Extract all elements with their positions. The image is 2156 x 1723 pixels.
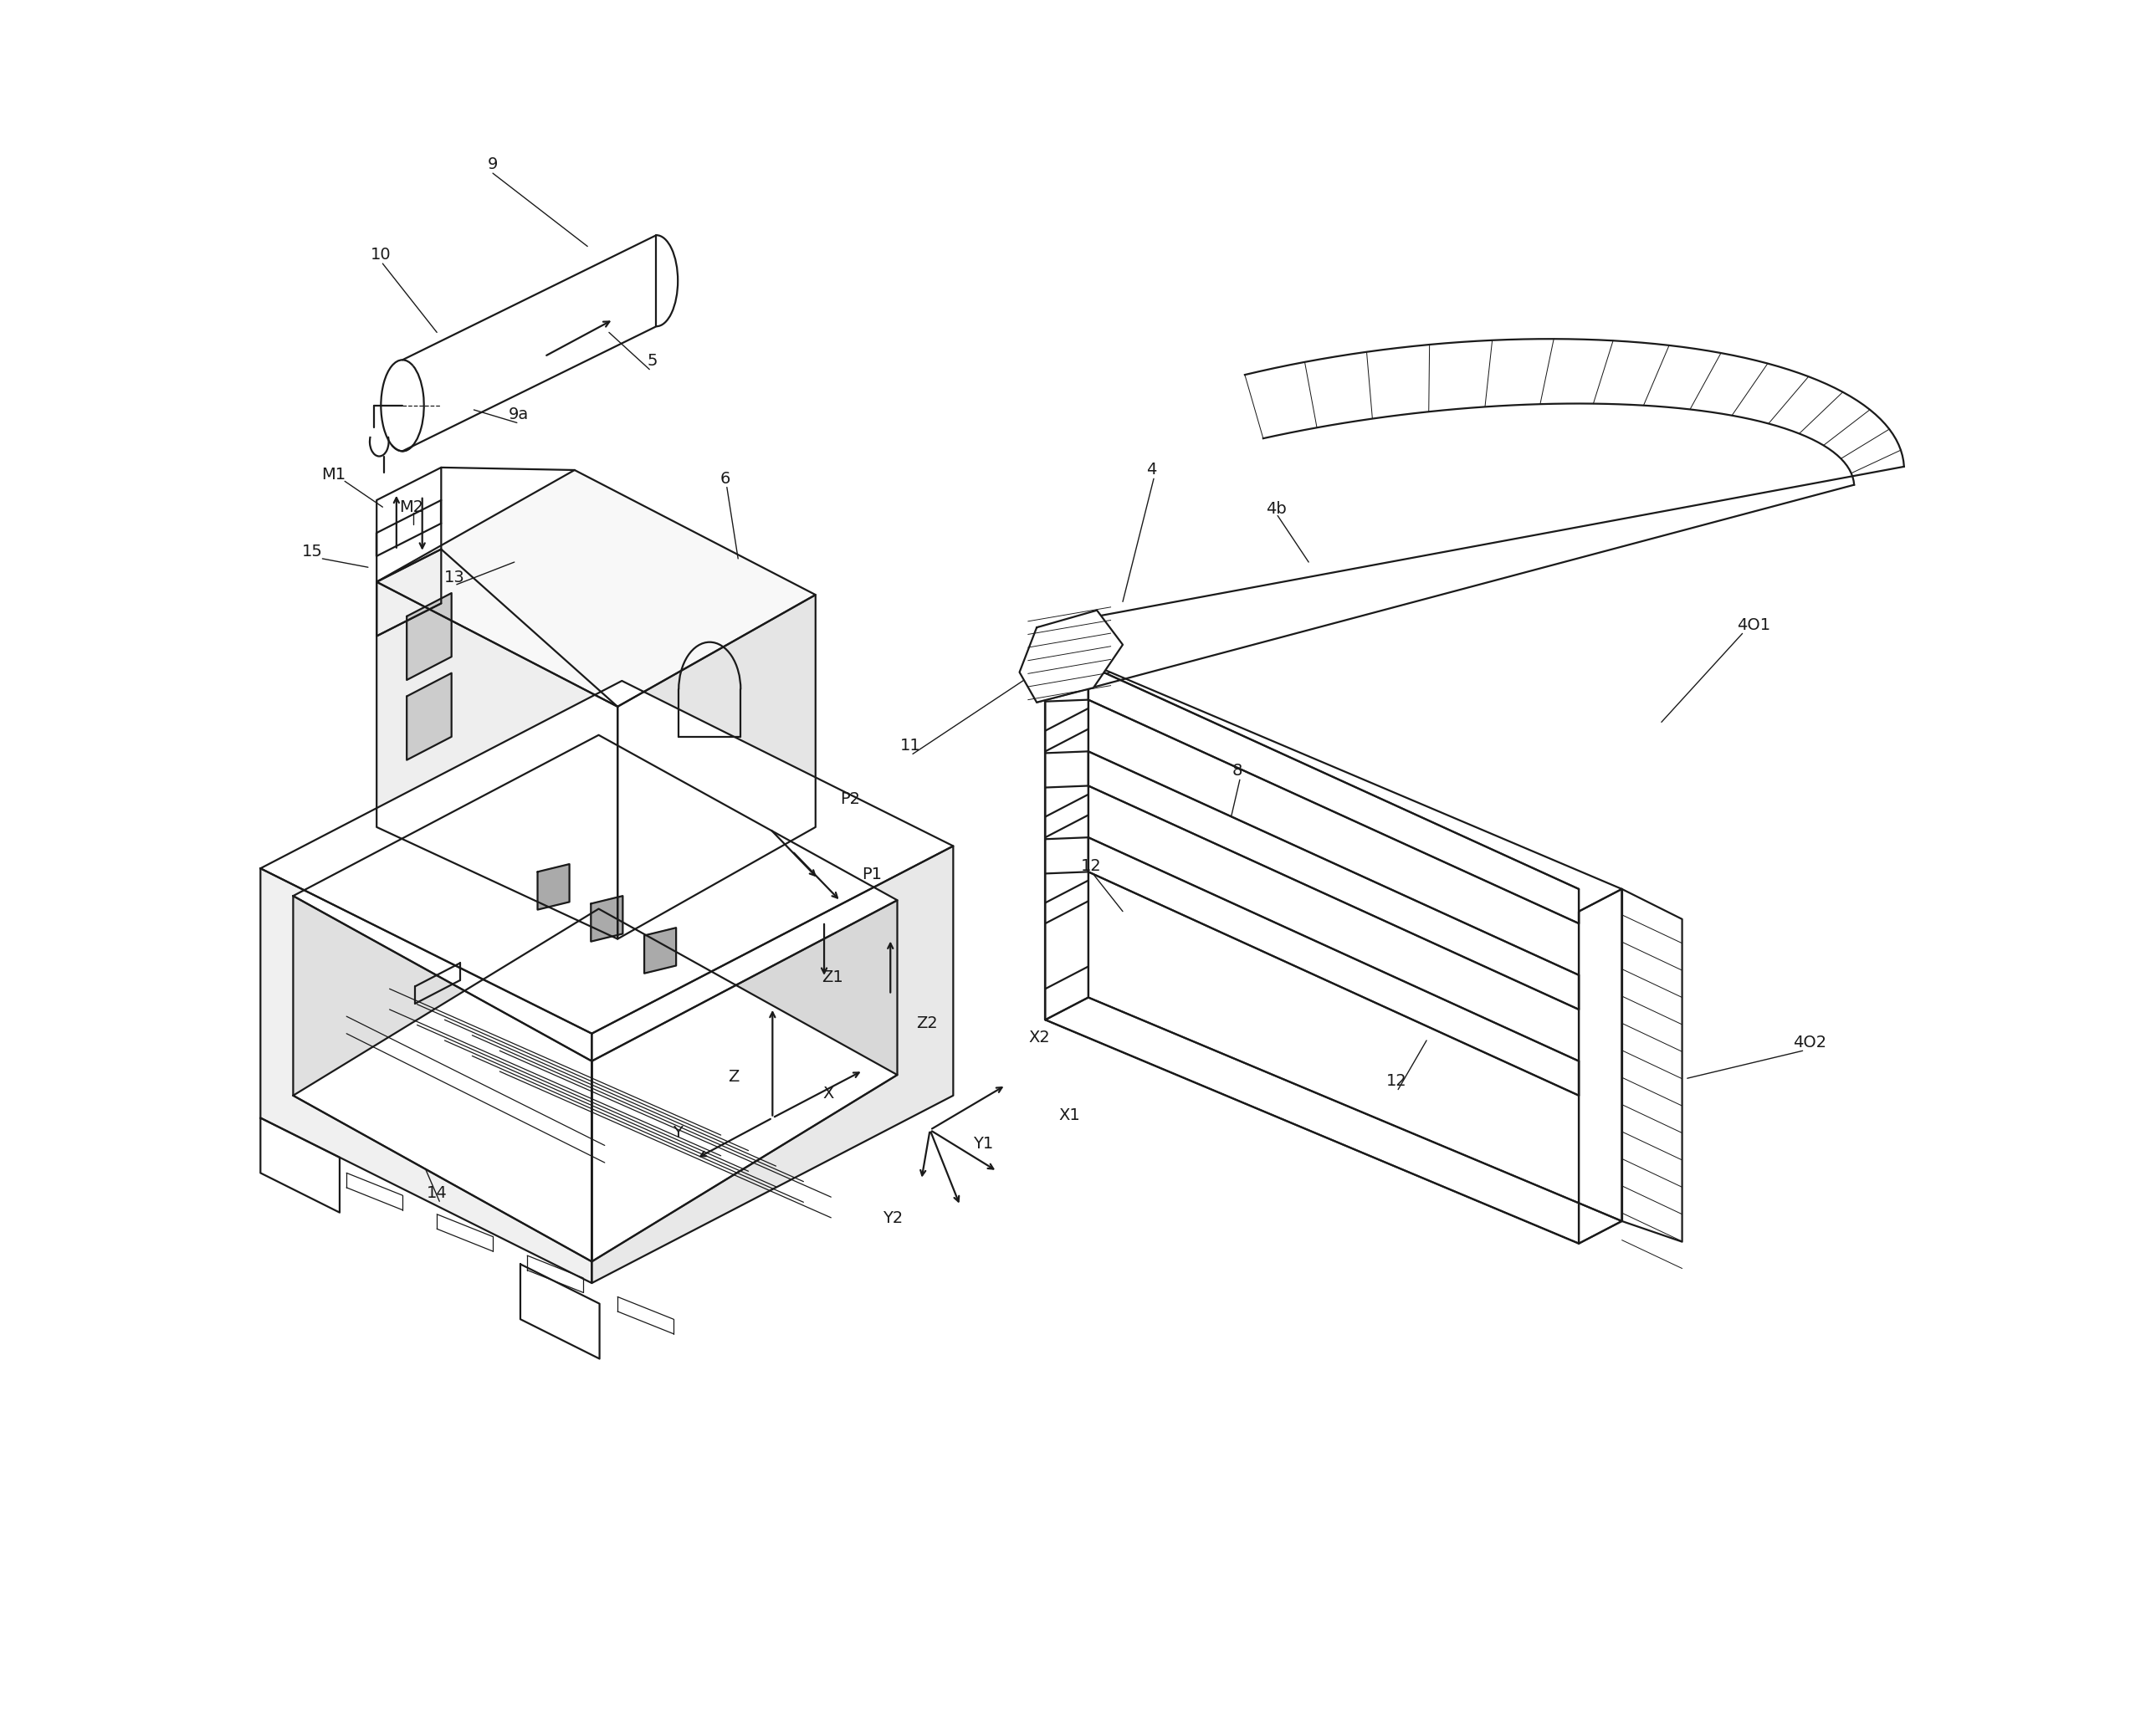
Text: 8: 8 (1231, 763, 1242, 779)
Polygon shape (591, 846, 953, 1284)
Text: 4: 4 (1147, 462, 1156, 477)
Polygon shape (1089, 837, 1578, 1096)
Polygon shape (293, 736, 897, 1061)
Text: M2: M2 (399, 500, 423, 515)
Polygon shape (377, 470, 815, 706)
Text: 12: 12 (1386, 1073, 1406, 1089)
Polygon shape (617, 594, 815, 939)
Text: X: X (824, 1085, 834, 1101)
Polygon shape (537, 863, 569, 910)
Text: X1: X1 (1059, 1108, 1080, 1123)
Text: 9: 9 (487, 157, 498, 172)
Text: 12: 12 (1080, 858, 1102, 874)
Polygon shape (407, 593, 451, 681)
Text: Y1: Y1 (972, 1135, 994, 1151)
Polygon shape (645, 927, 677, 973)
Text: M1: M1 (321, 467, 345, 482)
Polygon shape (377, 582, 617, 939)
Polygon shape (261, 1118, 341, 1213)
Polygon shape (1089, 751, 1578, 1010)
Polygon shape (1046, 622, 1089, 1020)
Polygon shape (407, 674, 451, 760)
Polygon shape (520, 1265, 599, 1359)
Text: Y2: Y2 (882, 1211, 903, 1227)
Text: 14: 14 (427, 1185, 446, 1201)
Polygon shape (591, 896, 623, 941)
Polygon shape (1020, 610, 1123, 703)
Text: 13: 13 (444, 570, 464, 586)
Text: 4O2: 4O2 (1792, 1034, 1826, 1049)
Text: 4O1: 4O1 (1738, 617, 1770, 632)
Polygon shape (1089, 665, 1578, 924)
Polygon shape (261, 868, 591, 1284)
Polygon shape (1621, 889, 1682, 1242)
Text: X2: X2 (1028, 1030, 1050, 1046)
Text: Z2: Z2 (916, 1015, 938, 1030)
Polygon shape (261, 681, 953, 1034)
Text: P2: P2 (841, 791, 860, 808)
Polygon shape (377, 550, 442, 636)
Text: 4b: 4b (1266, 501, 1287, 517)
Text: Y: Y (673, 1125, 683, 1141)
Text: P1: P1 (862, 867, 882, 882)
Text: Z: Z (729, 1068, 740, 1084)
Text: Z1: Z1 (821, 970, 843, 986)
Polygon shape (1578, 889, 1621, 1244)
Polygon shape (293, 908, 897, 1261)
Text: 9a: 9a (509, 407, 528, 422)
Text: 15: 15 (302, 544, 323, 560)
Polygon shape (1046, 998, 1621, 1244)
Text: 10: 10 (371, 246, 390, 264)
Polygon shape (293, 896, 591, 1261)
Text: 6: 6 (720, 470, 731, 486)
Text: 5: 5 (647, 353, 658, 369)
Text: 11: 11 (899, 737, 921, 753)
Polygon shape (377, 467, 442, 582)
Polygon shape (591, 899, 897, 1261)
